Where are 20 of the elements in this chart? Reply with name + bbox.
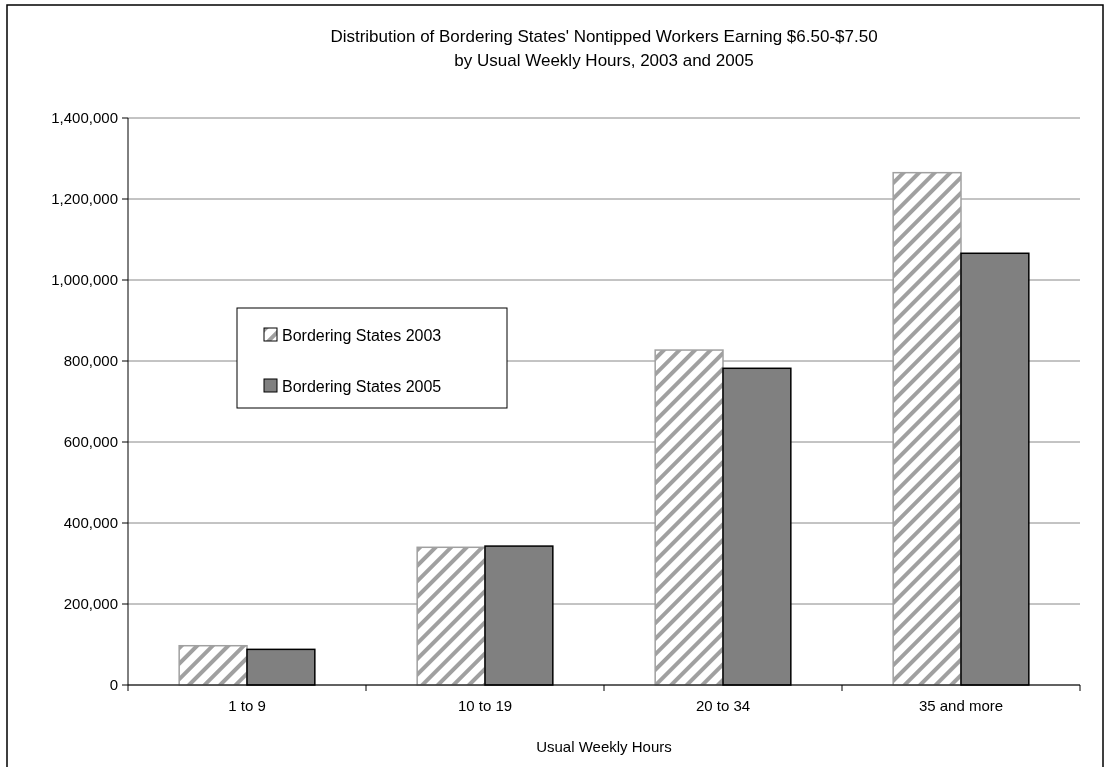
legend-label: Bordering States 2003 <box>282 326 442 344</box>
x-tick-label: 20 to 34 <box>695 697 751 714</box>
x-tick-label: 1 to 9 <box>228 697 266 714</box>
legend-label: Bordering States 2005 <box>282 377 442 395</box>
bar <box>654 349 724 686</box>
y-tick-label: 1,000,000 <box>51 271 118 289</box>
y-tick-label: 1,400,000 <box>51 109 118 127</box>
bar <box>416 546 486 686</box>
bar <box>892 171 962 686</box>
chart-title: Distribution of Bordering States' Nontipped Workers Earning $6.50-$7.50 by Usual Weekly Hours, 2003 and 2005 <box>330 27 878 70</box>
x-tick-label: 35 and more <box>918 697 1004 714</box>
y-tick-label: 600,000 <box>63 433 118 451</box>
bar <box>178 644 248 686</box>
y-tick-label: 200,000 <box>63 595 118 613</box>
y-tick-label: 800,000 <box>63 352 118 370</box>
x-axis-title: Usual Weekly Hours <box>536 738 672 755</box>
y-tick-label: 1,200,000 <box>51 190 118 208</box>
y-tick-label: 0 <box>109 676 118 694</box>
y-tick-label: 400,000 <box>63 514 118 532</box>
x-tick-label: 10 to 19 <box>457 697 513 714</box>
